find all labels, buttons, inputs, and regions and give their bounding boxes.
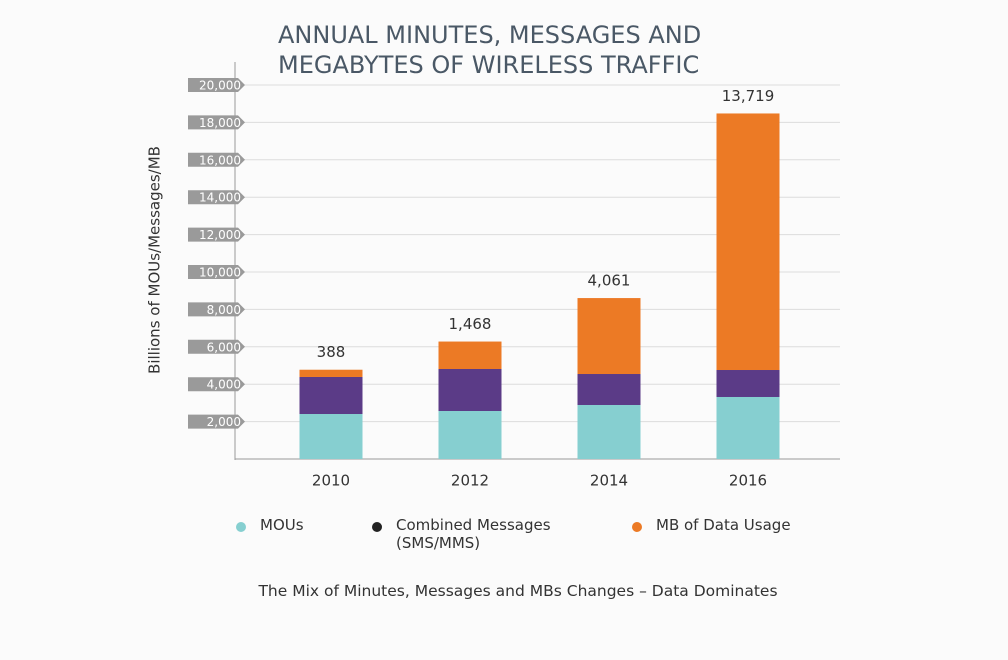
bar-segment [438,410,502,459]
y-tick-label: 4,000 [207,378,241,392]
data-label: 13,719 [722,87,775,105]
x-tick-label: 2016 [729,472,767,490]
bar-segment [716,370,780,397]
y-tick-label: 16,000 [199,153,241,167]
bar-segment [299,369,363,377]
y-tick-label: 18,000 [199,116,241,130]
data-label: 1,468 [449,315,492,333]
bar-segment [299,414,363,459]
bar-segment [577,374,641,405]
y-tick-tag [188,115,245,130]
y-axis-label: Billions of MOUs/Messages/MB [146,146,164,374]
chart-title: ANNUAL MINUTES, MESSAGES AND [278,21,701,49]
y-tick-tag [188,78,245,92]
bar-segment [438,341,502,369]
x-tick-label: 2012 [451,472,489,490]
legend-item: MB of Data Usage [632,516,832,534]
legend-item: Combined Messages (SMS/MMS) [372,516,572,552]
bar-segment [716,113,780,371]
y-tick-tag [188,302,245,317]
legend-label: MB of Data Usage [656,516,791,534]
legend-item: MOUs [236,516,336,534]
y-tick-tag [188,377,245,392]
bar-segment [438,368,502,411]
bar-segment [716,396,780,459]
y-tick-label: 10,000 [199,266,241,280]
legend-marker [372,522,382,532]
caption: The Mix of Minutes, Messages and MBs Cha… [258,582,778,600]
bar-segment [577,298,641,375]
x-tick-label: 2014 [590,472,628,490]
bar-segment [577,404,641,459]
y-tick-tag [188,152,245,167]
y-tick-label: 14,000 [199,191,241,205]
y-tick-label: 6,000 [207,340,241,354]
y-tick-tag [188,190,245,205]
x-tick-label: 2010 [312,472,350,490]
legend-marker [236,522,246,532]
y-tick-label: 2,000 [207,415,241,429]
legend-marker [632,522,642,532]
chart-title: MEGABYTES OF WIRELESS TRAFFIC [278,51,699,79]
bar-segment [299,376,363,415]
y-tick-tag [188,265,245,279]
y-tick-tag [188,339,245,354]
y-tick-label: 12,000 [199,228,241,242]
legend-label: Combined Messages (SMS/MMS) [396,516,551,552]
data-label: 388 [317,343,346,361]
legend-label: MOUs [260,516,304,534]
data-label: 4,061 [588,272,631,290]
y-tick-label: 20,000 [199,79,241,93]
y-tick-tag [188,227,245,242]
y-tick-label: 8,000 [207,303,241,317]
y-tick-tag [188,414,245,429]
